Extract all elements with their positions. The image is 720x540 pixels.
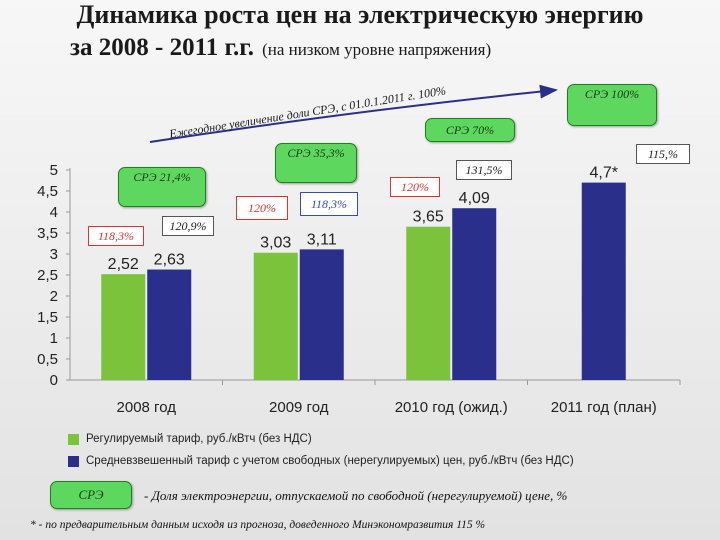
- percent-2010-weighted: 131,5%: [456, 160, 512, 180]
- y-tick-label: 2: [50, 288, 58, 305]
- bar-weighted: [147, 269, 192, 380]
- bar-regulated: [406, 226, 451, 380]
- legend-swatch-regulated: [68, 433, 79, 445]
- legend-label-regulated: Регулируемый тариф, руб./кВтч (без НДС): [86, 433, 312, 445]
- sre-legend-box: СРЭ: [50, 481, 132, 509]
- bar-regulated: [101, 274, 146, 380]
- sre-box-2008: СРЭ 21,4%: [118, 167, 206, 207]
- footnote: * - по предварительным данным исходя из …: [30, 519, 486, 531]
- y-tick-label: 5: [50, 162, 58, 179]
- x-category-label: 2008 год: [117, 399, 177, 416]
- y-tick-label: 0,5: [37, 351, 58, 368]
- bar-value-label: 3,11: [307, 231, 337, 248]
- bar-weighted: [581, 182, 626, 380]
- legend-item-regulated: Регулируемый тариф, руб./кВтч (без НДС): [68, 428, 668, 450]
- bar-value-label: 3,65: [413, 209, 444, 226]
- bar-value-label: 2,63: [154, 252, 185, 269]
- percent-2009-regulated: 120%: [236, 196, 288, 220]
- legend-item-weighted: Средневзвешенный тариф с учетом свободны…: [68, 450, 668, 472]
- title-subtitle: (на низком уровне напряжения): [262, 40, 492, 59]
- bar-value-label: 4,09: [459, 190, 490, 207]
- percent-2011-weighted: 115,%: [636, 144, 690, 164]
- trend-arrow-text: Ежегодное увеличение доли СРЭ, с 01.0.1.…: [167, 83, 447, 141]
- y-tick-label: 4: [50, 204, 58, 221]
- legend-swatch-weighted: [68, 455, 79, 467]
- bar-weighted: [452, 208, 497, 380]
- legend-label-weighted: Средневзвешенный тариф с учетом свободны…: [86, 455, 574, 467]
- sre-box-2009: СРЭ 35,3%: [275, 143, 357, 183]
- x-category-label: 2009 год: [269, 399, 329, 416]
- y-tick-label: 3: [50, 246, 58, 263]
- percent-2009-weighted: 118,3%: [300, 192, 358, 216]
- y-tick-label: 0: [50, 372, 58, 389]
- y-tick-label: 1,5: [37, 309, 58, 326]
- percent-2010-regulated: 120%: [390, 177, 440, 197]
- bar-value-label: 4,7*: [590, 165, 618, 182]
- bar-regulated: [253, 252, 298, 380]
- trend-arrow: [149, 84, 558, 143]
- page-title-line1: Динамика роста цен на электрическую энер…: [76, 0, 644, 29]
- bar-value-label: 3,03: [260, 235, 291, 252]
- y-tick-label: 3,5: [37, 225, 58, 242]
- y-tick-label: 4,5: [37, 183, 58, 200]
- x-category-label: 2011 год (план): [551, 399, 657, 416]
- sre-legend-text: - Доля электроэнергии, отпускаемой по св…: [144, 488, 568, 503]
- bar-weighted: [299, 249, 344, 380]
- chart-legend: Регулируемый тариф, руб./кВтч (без НДС) …: [68, 428, 668, 472]
- sre-box-2011: СРЭ 100%: [567, 84, 657, 126]
- title-years: за 2008 - 2011 г.г.: [70, 34, 255, 61]
- y-tick-label: 2,5: [37, 267, 58, 284]
- y-tick-label: 1: [50, 330, 58, 347]
- sre-box-2010: СРЭ 70%: [425, 118, 515, 142]
- page-title-line2: за 2008 - 2011 г.г. (на низком уровне нап…: [70, 34, 491, 62]
- percent-2008-weighted: 120,9%: [162, 216, 214, 236]
- bar-value-label: 2,52: [108, 256, 139, 273]
- percent-2008-regulated: 118,3%: [88, 226, 144, 246]
- x-category-label: 2010 год (ожид.): [395, 399, 508, 416]
